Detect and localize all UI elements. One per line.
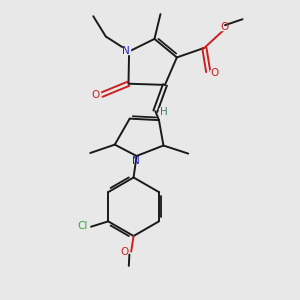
Bar: [76, 223, 89, 230]
Bar: [210, 70, 219, 76]
Bar: [131, 158, 140, 165]
Bar: [91, 92, 100, 98]
Bar: [121, 48, 130, 54]
Text: H: H: [160, 107, 168, 117]
Text: N: N: [122, 46, 129, 56]
Text: O: O: [220, 22, 228, 32]
Text: Cl: Cl: [77, 221, 88, 231]
Text: O: O: [91, 90, 99, 100]
Bar: [121, 248, 128, 255]
Text: N: N: [132, 156, 140, 166]
Bar: [220, 24, 229, 30]
Text: O: O: [210, 68, 218, 78]
Text: O: O: [121, 247, 129, 256]
Bar: [159, 109, 168, 115]
